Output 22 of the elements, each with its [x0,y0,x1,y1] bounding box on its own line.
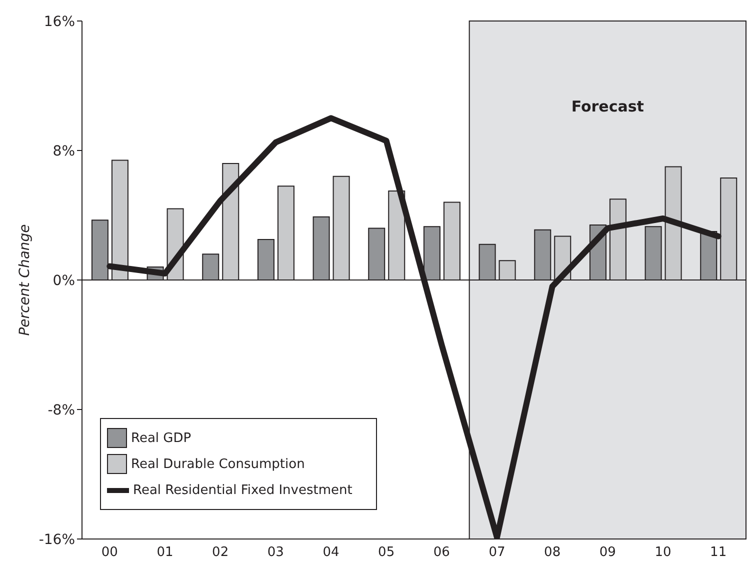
x-tick-label: 11 [710,545,727,560]
y-tick-label: -16% [38,532,75,548]
legend-label: Real Durable Consumption [131,456,305,472]
x-tick-label: 06 [433,545,450,560]
x-tick-label: 07 [488,545,506,560]
x-tick-label: 01 [156,545,174,560]
x-tick-label: 09 [599,545,616,560]
y-tick-label: 0% [52,272,75,289]
x-tick-label: 05 [378,545,395,560]
y-tick-label: -8% [48,402,75,418]
x-tick-label: 10 [654,545,672,560]
band-label: Forecast [571,98,644,116]
x-tick-label: 08 [544,545,561,560]
y-tick-label: 8% [52,143,75,160]
x-tick-label: 03 [267,545,284,560]
legend-label: Real GDP [131,430,192,446]
legend-label: Real Residential Fixed Investment [133,482,352,498]
x-tick-label: 04 [322,545,340,560]
x-tick-label: 02 [212,545,229,560]
y-tick-label: 16% [44,14,75,30]
x-tick-label: 00 [101,545,118,560]
y-axis-title: Percent Change [16,224,33,336]
